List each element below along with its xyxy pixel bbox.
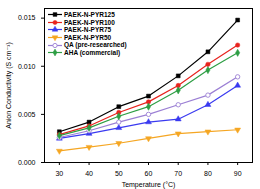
html-text:PAEK-N-PYR75: PAEK-N-PYR75 <box>64 26 112 34</box>
html-text:PAEK-N-PYR50: PAEK-N-PYR50 <box>64 33 112 41</box>
svg-text:70: 70 <box>174 170 182 177</box>
svg-text:60: 60 <box>145 170 153 177</box>
html-text:AHA (commercial): AHA (commercial) <box>64 49 121 56</box>
svg-text:90: 90 <box>234 170 242 177</box>
svg-text:50: 50 <box>115 170 123 177</box>
svg-text:0.000: 0.000 <box>18 159 36 166</box>
html-text:PAEK-N-PYR125: PAEK-N-PYR125 <box>64 11 115 18</box>
html-text:QA (pre-researched): QA (pre-researched) <box>64 41 127 49</box>
svg-text:40: 40 <box>85 170 93 177</box>
svg-text:0.010: 0.010 <box>18 62 36 69</box>
svg-text:80: 80 <box>204 170 212 177</box>
html-text:PAEK-N-PYR100: PAEK-N-PYR100 <box>64 18 115 26</box>
svg-text:0.005: 0.005 <box>18 111 36 118</box>
svg-text:30: 30 <box>55 170 63 177</box>
svg-text:0.015: 0.015 <box>18 14 36 21</box>
svg-text:Anion Conductivity (S cm⁻¹): Anion Conductivity (S cm⁻¹) <box>5 42 13 129</box>
svg-text:Temperature (°C): Temperature (°C) <box>122 181 176 189</box>
